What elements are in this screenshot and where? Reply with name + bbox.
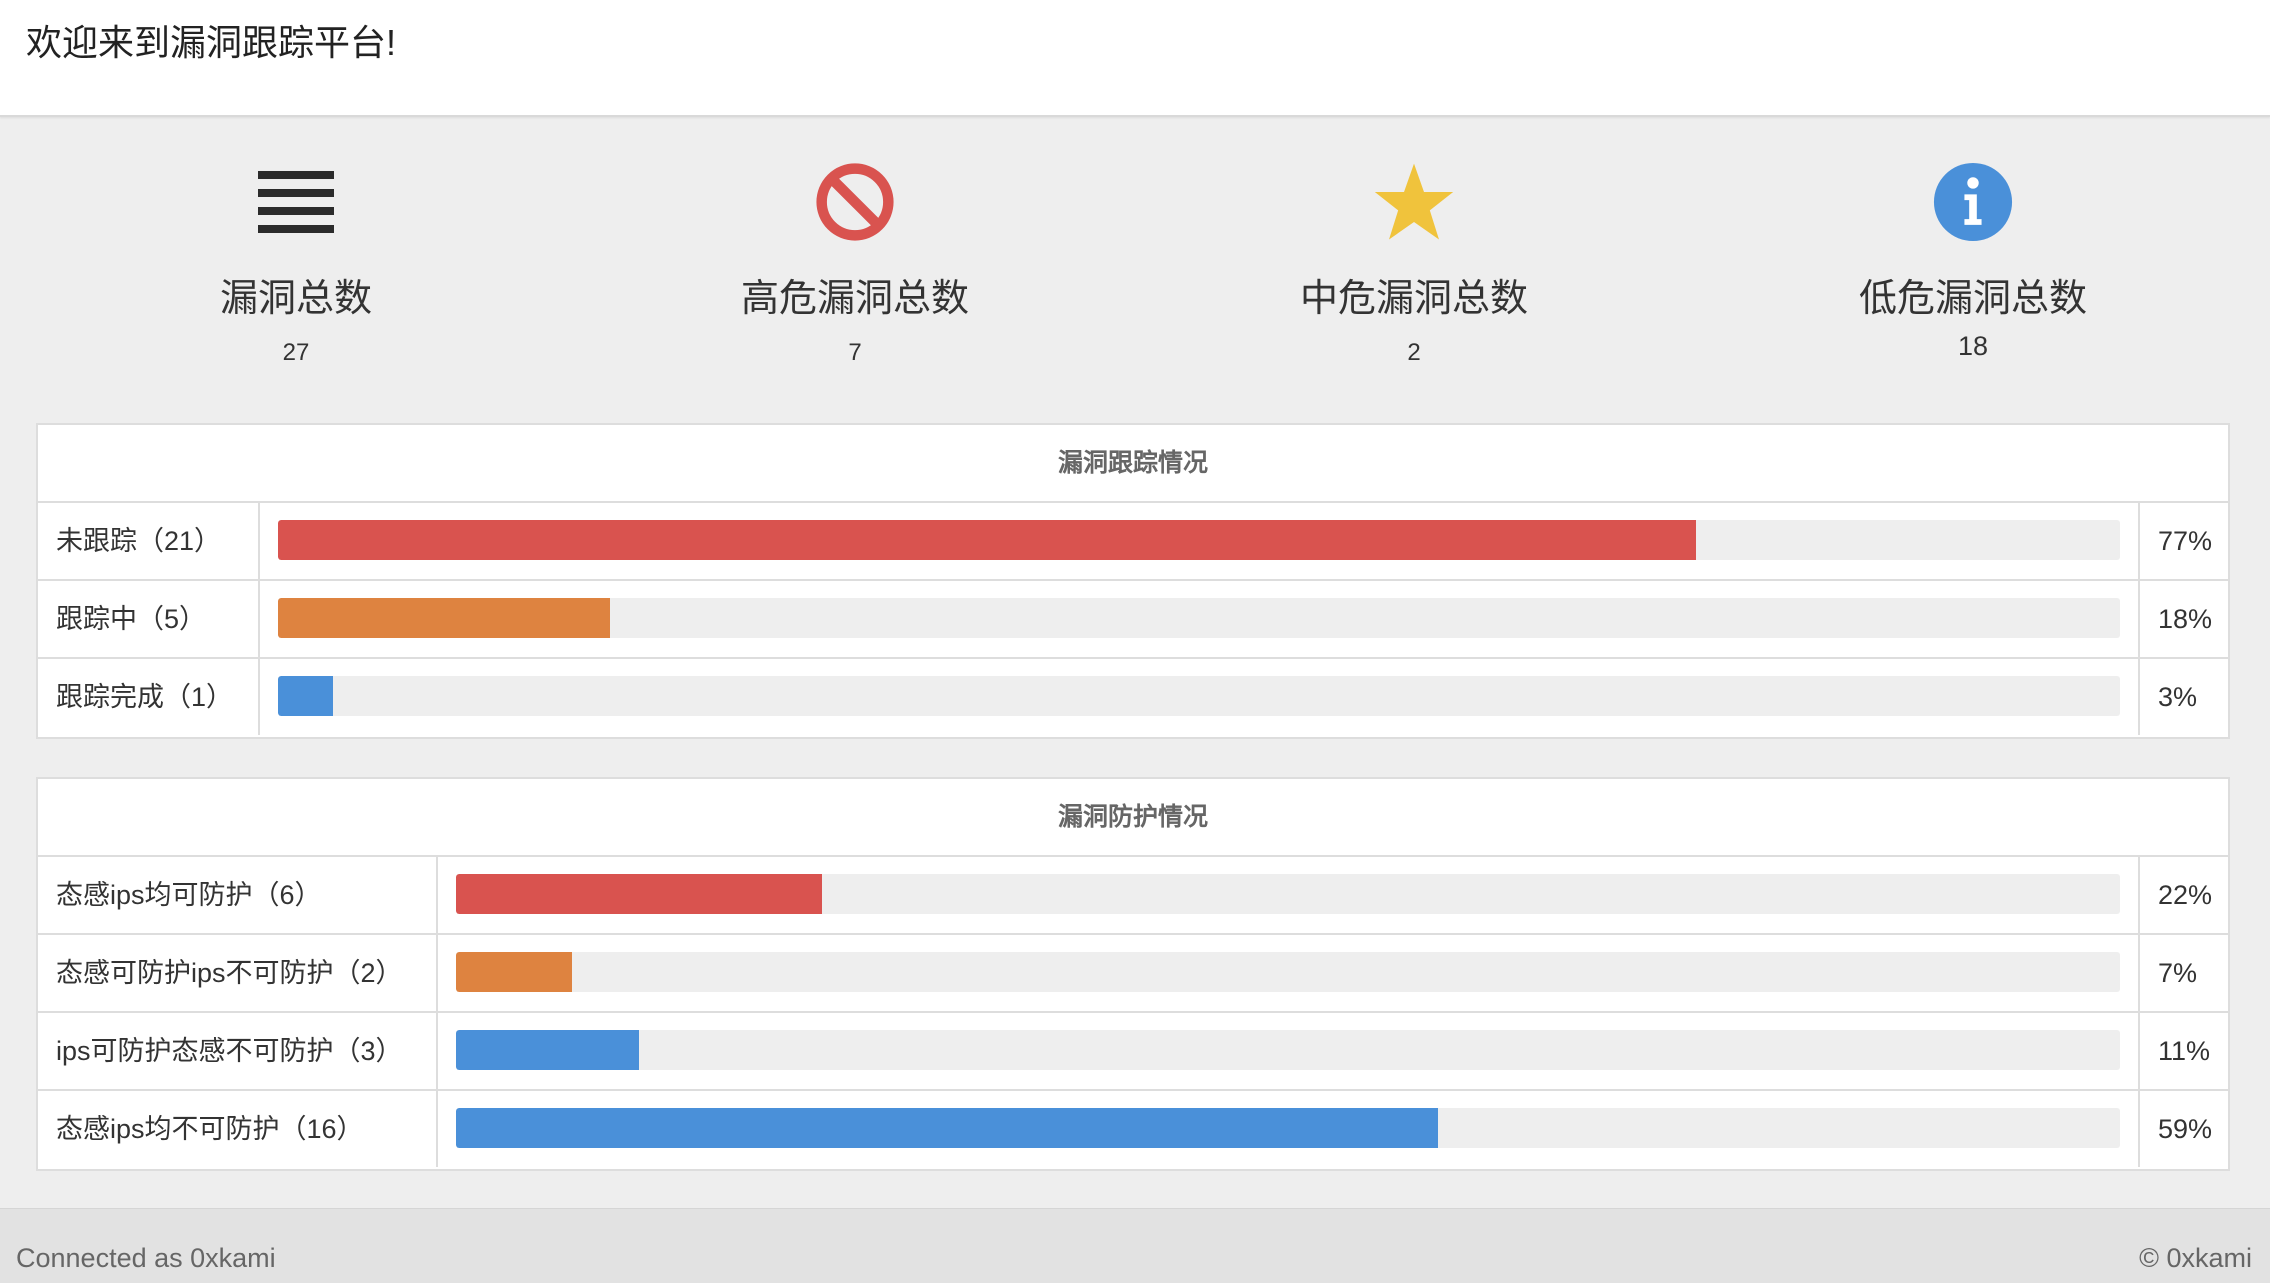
progress-bar-fill — [456, 952, 573, 992]
progress-row: 跟踪中（5） 18% — [38, 581, 2228, 659]
progress-bar-fill — [456, 1030, 640, 1070]
connected-user-text: Connected as 0xkami — [16, 1243, 276, 1273]
progress-bar-fill — [278, 520, 1697, 560]
progress-bar-fill — [456, 1108, 1438, 1148]
progress-row-percent: 3% — [2138, 659, 2228, 735]
protection-panel-title: 漏洞防护情况 — [38, 779, 2228, 857]
stats-row: 漏洞总数 27 高危漏洞总数 7 中危漏洞总数 2 低危漏 — [0, 117, 2270, 417]
progress-row-label: 跟踪中（5） — [38, 581, 260, 657]
stat-label: 高危漏洞总数 — [740, 278, 969, 320]
progress-row-label: 未跟踪（21） — [38, 503, 260, 579]
copyright-text: © 0xkami — [2139, 1243, 2252, 1273]
progress-row: 态感ips均可防护（6） 22% — [38, 857, 2228, 935]
progress-row: ips可防护态感不可防护（3） 11% — [38, 1013, 2228, 1091]
stat-value: 2 — [1407, 339, 1421, 366]
page-header: 欢迎来到漏洞跟踪平台! — [0, 0, 2270, 117]
progress-bar-track — [456, 1030, 2120, 1070]
progress-row-label: 态感ips均可防护（6） — [38, 857, 438, 933]
page-title: 欢迎来到漏洞跟踪平台! — [26, 22, 397, 63]
stat-label: 中危漏洞总数 — [1299, 278, 1528, 320]
progress-bar-fill — [456, 874, 823, 914]
progress-bar-fill — [278, 676, 334, 716]
progress-bar-fill — [278, 598, 610, 638]
progress-row: 态感ips均不可防护（16） 59% — [38, 1091, 2228, 1169]
list-icon — [256, 157, 336, 247]
star-icon — [1374, 157, 1454, 247]
progress-bar-track — [278, 676, 2120, 716]
protection-panel: 漏洞防护情况 态感ips均可防护（6） 22% 态感可防护ips不可防护（2） 7% i… — [36, 777, 2230, 1171]
progress-row-percent: 77% — [2138, 503, 2228, 579]
progress-row: 未跟踪（21） 77% — [38, 503, 2228, 581]
progress-row: 态感可防护ips不可防护（2） 7% — [38, 935, 2228, 1013]
progress-row-percent: 22% — [2138, 857, 2228, 933]
stat-label: 漏洞总数 — [219, 278, 372, 320]
progress-bar-track — [456, 952, 2120, 992]
prohibited-icon — [815, 157, 895, 247]
tracking-panel-title: 漏洞跟踪情况 — [38, 425, 2228, 503]
progress-row-percent: 18% — [2138, 581, 2228, 657]
progress-row-percent: 7% — [2138, 935, 2228, 1011]
tracking-rows: 未跟踪（21） 77% 跟踪中（5） 18% 跟踪完成（1） 3% — [38, 503, 2228, 737]
progress-bar-track — [456, 874, 2120, 914]
progress-row-percent: 11% — [2138, 1013, 2228, 1089]
stat-value: 27 — [282, 339, 310, 366]
progress-row: 跟踪完成（1） 3% — [38, 659, 2228, 737]
protection-rows: 态感ips均可防护（6） 22% 态感可防护ips不可防护（2） 7% ips可防护态感… — [38, 857, 2228, 1169]
progress-row-label: 态感可防护ips不可防护（2） — [38, 935, 438, 1011]
progress-bar-track — [456, 1108, 2120, 1148]
progress-row-label: ips可防护态感不可防护（3） — [38, 1013, 438, 1089]
progress-row-label: 态感ips均不可防护（16） — [38, 1091, 438, 1167]
progress-bar-track — [278, 598, 2120, 638]
progress-row-percent: 59% — [2138, 1091, 2228, 1167]
stat-label: 低危漏洞总数 — [1858, 278, 2087, 320]
tracking-panel: 漏洞跟踪情况 未跟踪（21） 77% 跟踪中（5） 18% 跟踪完成（1） 3% — [36, 423, 2230, 739]
progress-bar-track — [278, 520, 2120, 560]
page-footer: Connected as 0xkami © 0xkami — [0, 1208, 2270, 1283]
info-icon — [1933, 157, 2013, 247]
stat-value: 7 — [848, 339, 862, 366]
progress-row-label: 跟踪完成（1） — [38, 659, 260, 735]
stat-value: 18 — [1957, 331, 1989, 361]
